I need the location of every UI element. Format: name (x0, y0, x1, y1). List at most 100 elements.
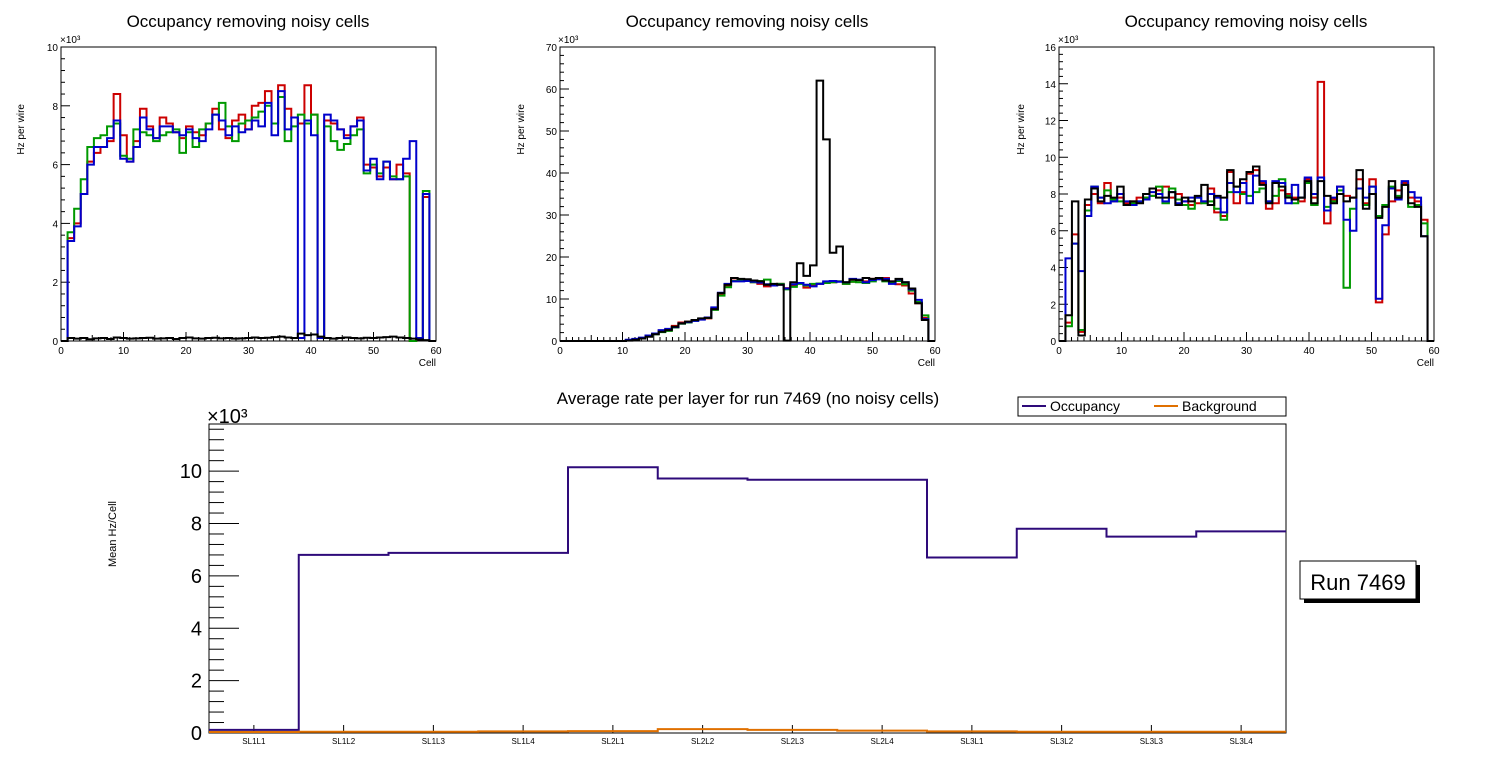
y-tick-label: 10 (47, 43, 59, 54)
bottom-exponent: ×10³ (207, 406, 248, 428)
x-tick-label: SL3L3 (1140, 737, 1164, 746)
y-tick-label: 6 (52, 161, 58, 172)
series-green (560, 278, 935, 342)
series-green (61, 95, 436, 342)
x-tick-label: SL2L3 (781, 737, 805, 746)
panel-2-ylabel: Hz per wire (516, 104, 527, 155)
x-tick-label: SL1L3 (422, 737, 446, 746)
x-tick-label: SL3L1 (960, 737, 984, 746)
y-tick-label: 6 (191, 566, 202, 588)
y-tick-label: 70 (546, 43, 558, 54)
x-tick-label: SL3L2 (1050, 737, 1074, 746)
x-tick-label: 50 (867, 346, 879, 357)
y-tick-label: 60 (546, 85, 558, 96)
y-tick-label: 14 (1045, 80, 1057, 91)
series-blue (1059, 174, 1434, 342)
y-tick-label: 10 (1045, 153, 1057, 164)
series-blue (61, 90, 436, 342)
panel-1-title: Occupancy removing noisy cells (127, 12, 370, 31)
y-tick-label: 4 (52, 219, 58, 230)
y-tick-label: 8 (191, 514, 202, 536)
series-red (1059, 80, 1434, 342)
y-tick-label: 10 (546, 295, 558, 306)
series-black (1059, 165, 1434, 342)
plot-frame (60, 46, 437, 342)
legend-occupancy-label: Occupancy (1050, 398, 1120, 414)
y-tick-label: 0 (191, 723, 202, 745)
x-tick-label: 10 (118, 346, 130, 357)
y-tick-label: 0 (551, 337, 557, 348)
panel-3-exponent: ×10³ (1058, 35, 1079, 46)
legend: Occupancy Background (1017, 396, 1287, 417)
x-tick-label: 20 (679, 346, 691, 357)
panel-1-ylabel: Hz per wire (16, 104, 27, 155)
occupancy-panel-3: Occupancy removing noisy cells Hz per wi… (1016, 12, 1440, 369)
x-tick-label: 60 (1428, 346, 1440, 357)
y-tick-label: 2 (1050, 300, 1056, 311)
x-tick-label: 30 (1241, 346, 1253, 357)
panel-3-title: Occupancy removing noisy cells (1125, 12, 1368, 31)
x-tick-label: 0 (1056, 346, 1062, 357)
x-tick-label: SL1L4 (512, 737, 536, 746)
run-label-text: Run 7469 (1310, 570, 1405, 595)
legend-box (1017, 396, 1287, 417)
x-tick-label: SL1L1 (242, 737, 266, 746)
plot-frame (208, 423, 1287, 734)
y-tick-label: 50 (546, 127, 558, 138)
y-tick-label: 10 (180, 461, 202, 483)
y-tick-label: 8 (52, 102, 58, 113)
series-black (560, 79, 935, 342)
x-tick-label: 60 (430, 346, 442, 357)
y-tick-label: 8 (1050, 190, 1056, 201)
series-black (61, 332, 436, 342)
y-tick-label: 4 (191, 618, 202, 640)
run-label-box: Run 7469 (1299, 560, 1420, 603)
x-tick-label: SL2L2 (691, 737, 715, 746)
x-tick-label: 60 (929, 346, 941, 357)
legend-background-label: Background (1182, 398, 1257, 414)
run-label-frame (1299, 560, 1417, 600)
occupancy-panel-2: Occupancy removing noisy cells Hz per wi… (516, 12, 941, 369)
x-tick-label: 50 (368, 346, 380, 357)
panel-3-ylabel: Hz per wire (1016, 104, 1027, 155)
x-tick-label: 30 (742, 346, 754, 357)
series-occupancy (209, 466, 1286, 731)
y-tick-label: 16 (1045, 43, 1057, 54)
x-tick-label: 0 (557, 346, 563, 357)
y-tick-label: 20 (546, 253, 558, 264)
x-tick-label: 30 (243, 346, 255, 357)
x-tick-label: 20 (180, 346, 192, 357)
bottom-title: Average rate per layer for run 7469 (no … (557, 389, 939, 408)
y-tick-label: 0 (1050, 337, 1056, 348)
x-tick-label: SL2L1 (601, 737, 625, 746)
panel-2-xlabel: Cell (918, 358, 935, 369)
x-tick-label: 10 (617, 346, 629, 357)
plot-frame (559, 46, 936, 342)
series-background (209, 728, 1286, 733)
x-tick-label: 40 (1303, 346, 1315, 357)
bottom-ylabel: Mean Hz/Cell (107, 501, 119, 567)
x-tick-label: SL2L4 (871, 737, 895, 746)
y-tick-label: 0 (52, 337, 58, 348)
x-tick-label: 50 (1366, 346, 1378, 357)
panel-2-title: Occupancy removing noisy cells (626, 12, 869, 31)
y-tick-label: 2 (191, 671, 202, 693)
y-tick-label: 30 (546, 211, 558, 222)
panel-3-xlabel: Cell (1417, 358, 1434, 369)
panel-2-exponent: ×10³ (558, 35, 579, 46)
series-blue (560, 277, 935, 342)
y-tick-label: 12 (1045, 117, 1057, 128)
x-tick-label: 20 (1178, 346, 1190, 357)
average-rate-panel: Average rate per layer for run 7469 (no … (107, 389, 1287, 746)
y-tick-label: 6 (1050, 227, 1056, 238)
panel-1-exponent: ×10³ (60, 35, 81, 46)
x-tick-label: 10 (1116, 346, 1128, 357)
x-tick-label: 40 (804, 346, 816, 357)
x-tick-label: 40 (305, 346, 317, 357)
y-tick-label: 40 (546, 169, 558, 180)
x-tick-label: SL3L4 (1230, 737, 1254, 746)
y-tick-label: 2 (52, 278, 58, 289)
x-tick-label: 0 (58, 346, 64, 357)
x-tick-label: SL1L2 (332, 737, 356, 746)
